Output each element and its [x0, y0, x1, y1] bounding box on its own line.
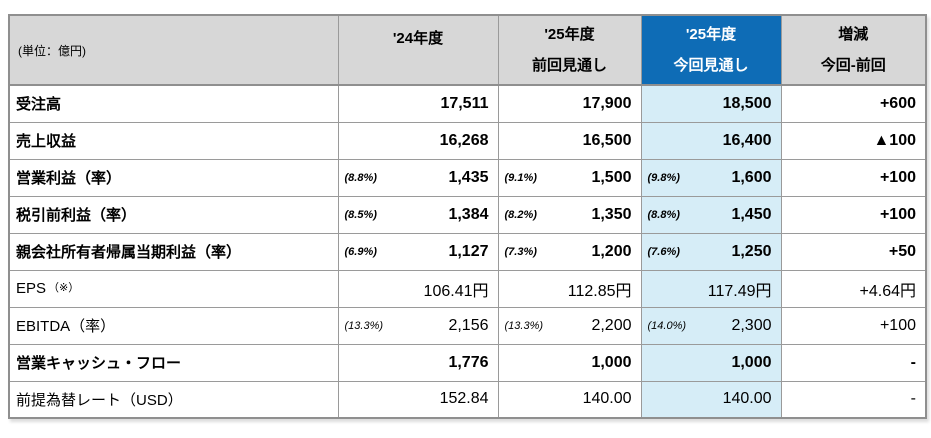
- cell-prev-forecast: 16,500: [497, 121, 642, 160]
- cell-change: -: [780, 380, 927, 419]
- table-row-assumed-exchange-rate: 前提為替レート（USD） 152.84 140.00 140.00 -: [8, 380, 927, 419]
- table-row-operating-profit: 営業利益（率） (8.8%) 1,435 (9.1%) 1,500 (9.8%) 1,…: [8, 158, 927, 197]
- cell-fy24: 106.41円: [337, 269, 499, 308]
- financial-results-table-container: (単位：億円) '24年度 '25年度前回見通し '25年度今回見通し 増減今回…: [8, 14, 927, 419]
- row-label: 前提為替レート（USD）: [8, 380, 339, 419]
- cell-fy24: (13.3%) 2,156: [337, 306, 499, 345]
- financial-results-table: (単位：億円) '24年度 '25年度前回見通し '25年度今回見通し 増減今回…: [8, 14, 927, 419]
- row-label: 営業利益（率）: [8, 158, 339, 197]
- column-header-curr-line1: '25年度: [685, 25, 737, 43]
- cell-change: +4.64円: [780, 269, 927, 308]
- cell-prev-forecast: 17,900: [497, 84, 642, 123]
- cell-change: +100: [780, 306, 927, 345]
- cell-prev-forecast: (9.1%) 1,500: [497, 158, 642, 197]
- row-label: 営業キャッシュ・フロー: [8, 343, 339, 382]
- cell-current-forecast: 1,000: [640, 343, 782, 382]
- cell-prev-forecast: (13.3%) 2,200: [497, 306, 642, 345]
- column-header-fy24: '24年度: [337, 14, 499, 86]
- cell-current-forecast: 18,500: [640, 84, 782, 123]
- table-body: 受注高 17,511 17,900 18,500 +600 売上収益 16,26…: [8, 84, 927, 419]
- cell-fy24: (8.8%) 1,435: [337, 158, 499, 197]
- table-header: (単位：億円) '24年度 '25年度前回見通し '25年度今回見通し 増減今回…: [8, 14, 927, 86]
- cell-prev-forecast: 1,000: [497, 343, 642, 382]
- column-header-current-forecast: '25年度今回見通し: [640, 14, 782, 86]
- table-row-profit-before-tax: 税引前利益（率） (8.5%) 1,384 (8.2%) 1,350 (8.8%) 1…: [8, 195, 927, 234]
- cell-change: ▲100: [780, 121, 927, 160]
- row-label: 売上収益: [8, 121, 339, 160]
- cell-current-forecast: (7.6%) 1,250: [640, 232, 782, 271]
- row-label: EBITDA（率）: [8, 306, 339, 345]
- cell-prev-forecast: (8.2%) 1,350: [497, 195, 642, 234]
- column-header-change-line1: 増減: [838, 25, 869, 43]
- row-label: 税引前利益（率）: [8, 195, 339, 234]
- cell-prev-forecast: (7.3%) 1,200: [497, 232, 642, 271]
- table-row-ebitda: EBITDA（率） (13.3%) 2,156 (13.3%) 2,200 (14.…: [8, 306, 927, 345]
- cell-current-forecast: (9.8%) 1,600: [640, 158, 782, 197]
- cell-change: -: [780, 343, 927, 382]
- table-row-profit-attributable-to-owners: 親会社所有者帰属当期利益（率） (6.9%) 1,127 (7.3%) 1,200 …: [8, 232, 927, 271]
- cell-fy24: 1,776: [337, 343, 499, 382]
- table-row-orders: 受注高 17,511 17,900 18,500 +600: [8, 84, 927, 123]
- cell-fy24: (6.9%) 1,127: [337, 232, 499, 271]
- cell-prev-forecast: 112.85円: [497, 269, 642, 308]
- unit-label: (単位：億円): [8, 14, 339, 86]
- cell-fy24: 17,511: [337, 84, 499, 123]
- column-header-prev-line1: '25年度: [544, 25, 595, 43]
- cell-fy24: (8.5%) 1,384: [337, 195, 499, 234]
- cell-prev-forecast: 140.00: [497, 380, 642, 419]
- eps-footnote-marker: （※）: [48, 282, 80, 294]
- column-header-curr-line2: 今回見通し: [673, 56, 749, 74]
- column-header-fy24-line1: '24年度: [392, 30, 444, 47]
- table-row-eps: EPS （※） 106.41円 112.85円 117.49円 +4.64円: [8, 269, 927, 308]
- header-row: (単位：億円) '24年度 '25年度前回見通し '25年度今回見通し 増減今回…: [8, 14, 927, 86]
- cell-current-forecast: 117.49円: [640, 269, 782, 308]
- cell-change: +100: [780, 195, 927, 234]
- column-header-prev-line2: 前回見通し: [531, 56, 607, 74]
- cell-change: +50: [780, 232, 927, 271]
- row-label: 受注高: [8, 84, 339, 123]
- table-row-revenue: 売上収益 16,268 16,500 16,400 ▲100: [8, 121, 927, 160]
- cell-current-forecast: 16,400: [640, 121, 782, 160]
- column-header-prev-forecast: '25年度前回見通し: [497, 14, 642, 86]
- cell-current-forecast: (8.8%) 1,450: [640, 195, 782, 234]
- table-row-operating-cash-flow: 営業キャッシュ・フロー 1,776 1,000 1,000 -: [8, 343, 927, 382]
- row-label: 親会社所有者帰属当期利益（率）: [8, 232, 339, 271]
- column-header-change-line2: 今回-前回: [820, 56, 886, 74]
- cell-fy24: 152.84: [337, 380, 499, 419]
- column-header-change: 増減今回-前回: [780, 14, 927, 86]
- row-label: EPS （※）: [8, 269, 339, 308]
- cell-fy24: 16,268: [337, 121, 499, 160]
- cell-current-forecast: (14.0%) 2,300: [640, 306, 782, 345]
- cell-current-forecast: 140.00: [640, 380, 782, 419]
- cell-change: +600: [780, 84, 927, 123]
- cell-change: +100: [780, 158, 927, 197]
